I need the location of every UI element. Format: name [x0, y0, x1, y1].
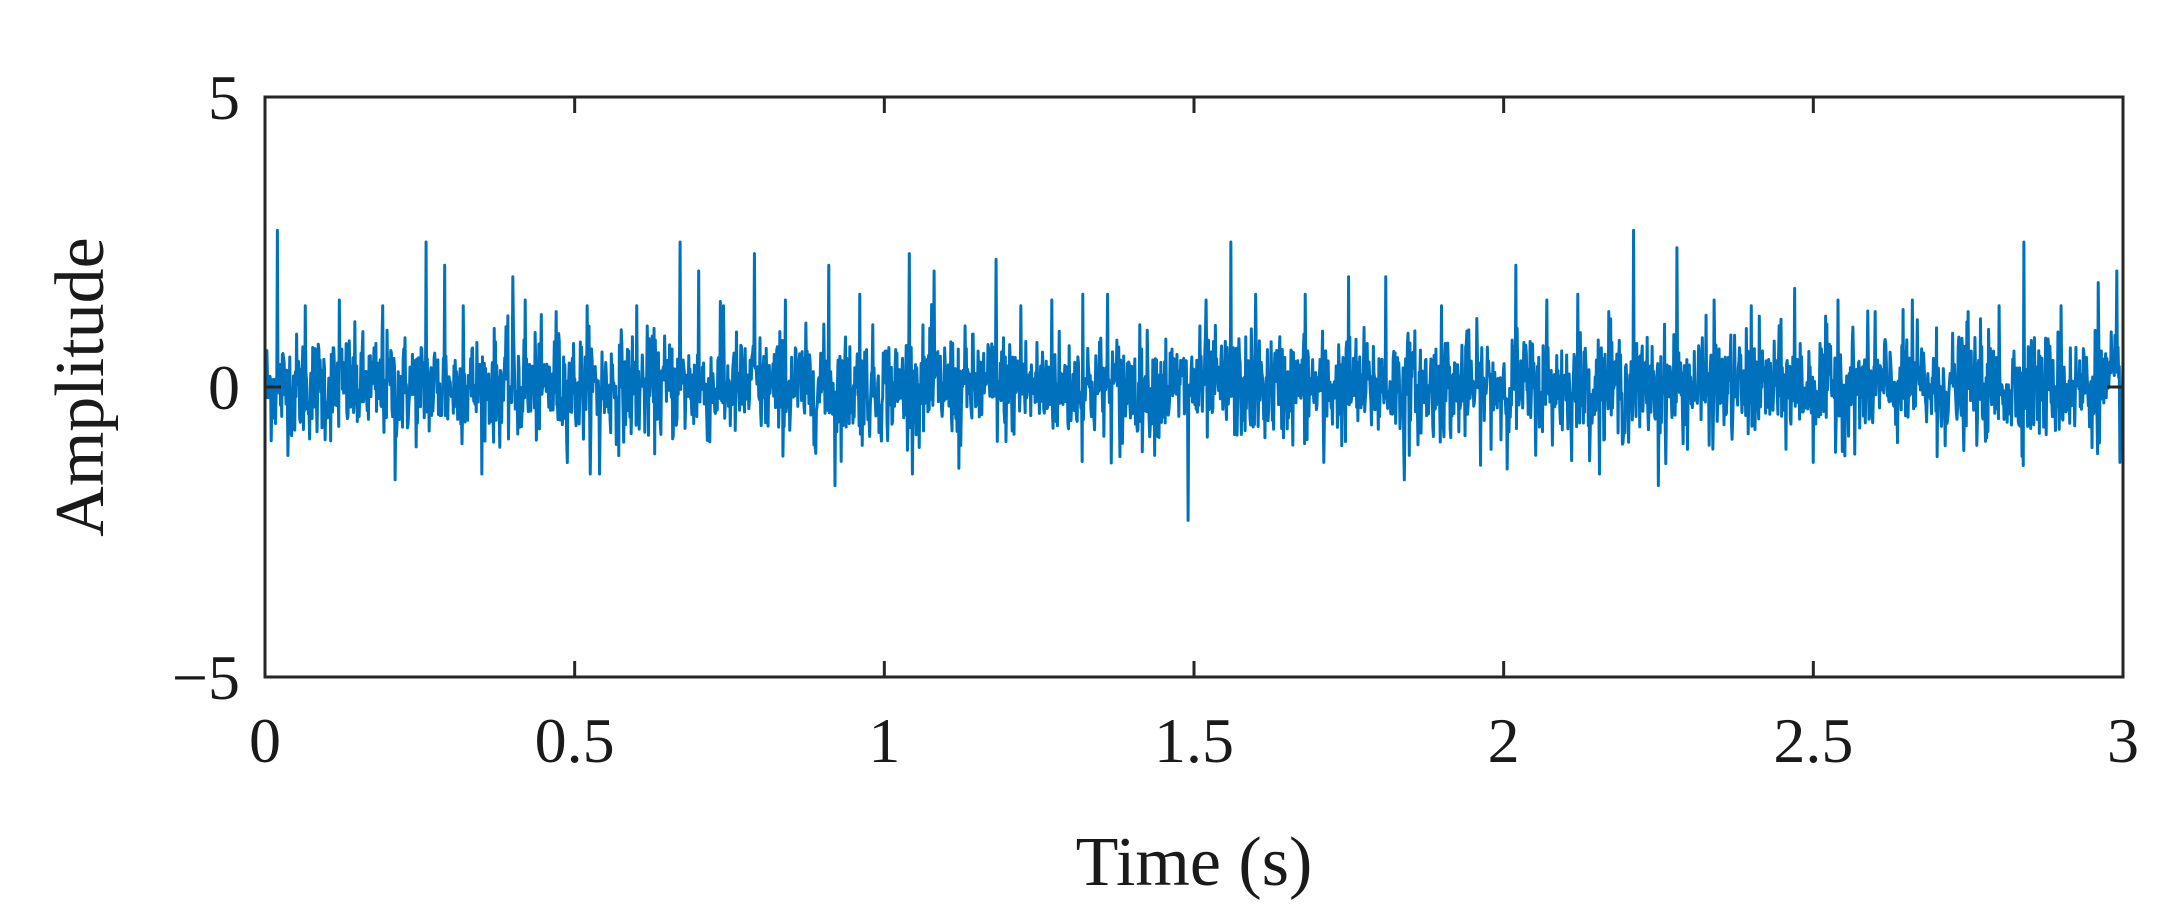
plot-area	[263, 228, 2125, 522]
x-tick-label: 3	[2107, 705, 2139, 776]
y-tick-label: 5	[208, 62, 240, 133]
x-axis-label: Time (s)	[1076, 824, 1313, 901]
y-tick-label: 0	[208, 352, 240, 423]
series-line	[263, 228, 2125, 522]
x-tick-label: 0.5	[535, 705, 615, 776]
x-tick-label: 1	[868, 705, 900, 776]
x-tick-label: 0	[249, 705, 281, 776]
y-axis-label: Amplitude	[42, 237, 119, 536]
x-tick-label: 1.5	[1154, 705, 1234, 776]
x-tick-label: 2.5	[1773, 705, 1853, 776]
ticks: 0 0.5 1 1.5 2 2.5 3−505	[172, 62, 2139, 776]
x-tick-label: 2	[1488, 705, 1520, 776]
y-tick-label: −5	[172, 642, 240, 713]
